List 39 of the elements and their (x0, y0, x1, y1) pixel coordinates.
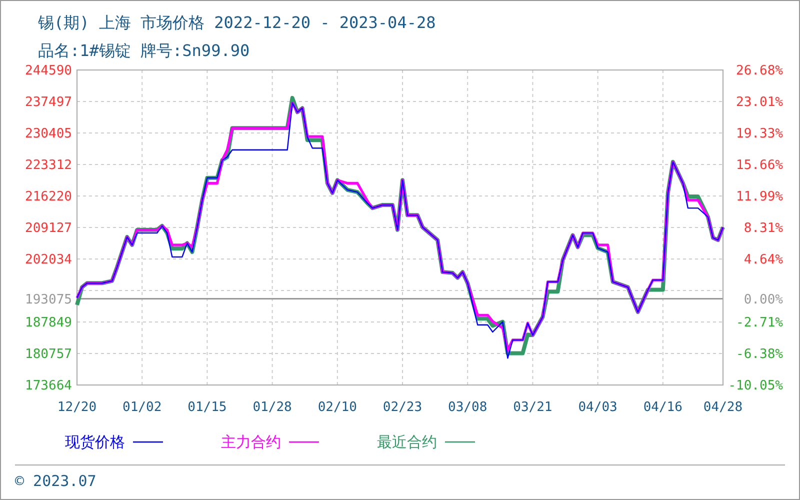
x-tick-label: 01/02 (122, 400, 162, 415)
x-tick-label: 04/16 (643, 400, 682, 415)
legend-label: 最近合约 (377, 433, 437, 451)
x-tick-label: 03/21 (513, 400, 552, 415)
y-tick-label: 173664 (25, 378, 72, 394)
y-tick-label: 202034 (25, 252, 72, 268)
chart-subtitle: 品名:1#锡锭 牌号:Sn99.90 (38, 41, 250, 60)
x-tick-label: 04/03 (578, 400, 618, 415)
x-tick-label: 01/28 (252, 400, 292, 415)
y2-tick-label: -6.38% (736, 347, 784, 362)
x-tick-label: 02/10 (318, 400, 357, 415)
y-tick-label: 193075 (25, 292, 72, 308)
y-tick-label: 244590 (25, 64, 72, 79)
y2-tick-label: 0.00% (744, 292, 784, 308)
y-tick-label: 187849 (25, 316, 72, 331)
y2-tick-label: -10.05% (728, 378, 784, 394)
text: © 2023.07 (15, 472, 96, 490)
y-tick-label: 223312 (25, 158, 72, 174)
x-tick-label: 03/08 (448, 400, 488, 415)
y2-tick-label: 8.31% (744, 221, 784, 236)
y2-tick-label: 19.33% (736, 126, 784, 142)
legend-label: 主力合约 (221, 433, 281, 451)
x-tick-label: 01/15 (188, 400, 227, 415)
y-tick-label: 237497 (25, 95, 72, 110)
y-tick-label: 180757 (25, 347, 72, 362)
x-tick-label: 02/23 (382, 400, 422, 415)
y2-tick-label: 15.66% (736, 158, 784, 174)
y2-tick-label: 23.01% (736, 95, 784, 110)
legend-label: 现货价格 (65, 433, 125, 451)
x-tick-label: 04/28 (703, 400, 743, 415)
y2-tick-label: -2.71% (736, 316, 784, 331)
y2-tick-label: 26.68% (736, 64, 784, 79)
y2-tick-label: 11.99% (736, 190, 784, 205)
y-tick-label: 209127 (25, 221, 72, 236)
chart-title: 锡(期) 上海 市场价格 2022-12-20 - 2023-04-28 (37, 13, 436, 32)
y-tick-label: 216220 (25, 190, 72, 205)
x-tick-label: 12/20 (57, 400, 97, 415)
y-tick-label: 230405 (25, 126, 72, 142)
y2-tick-label: 4.64% (744, 252, 784, 268)
